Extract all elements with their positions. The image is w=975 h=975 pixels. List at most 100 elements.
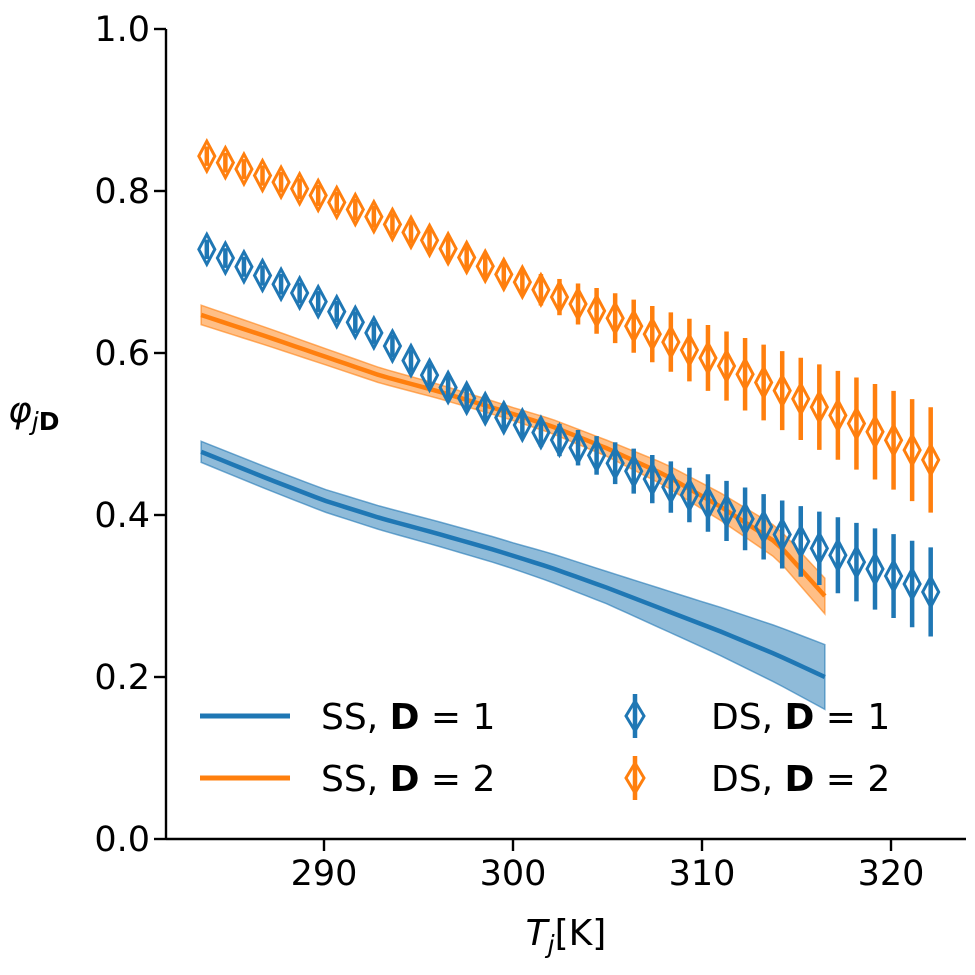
data-point <box>327 184 347 221</box>
data-point <box>735 338 755 411</box>
y-axis-label-var: φ <box>8 390 32 431</box>
diamond-marker <box>753 364 774 401</box>
data-point <box>345 191 366 228</box>
diamond-marker <box>382 206 403 243</box>
diamond-marker <box>920 441 941 479</box>
data-point <box>642 455 662 504</box>
diamond-marker <box>809 530 830 567</box>
diamond-marker <box>345 191 366 228</box>
data-point <box>605 442 625 485</box>
diamond-marker <box>586 292 607 330</box>
diamond-marker <box>308 283 328 320</box>
data-point <box>401 342 421 379</box>
diamond-marker <box>531 271 551 308</box>
data-point <box>716 480 737 542</box>
diamond-marker <box>215 144 236 181</box>
diamond-marker <box>494 399 514 436</box>
diamond-marker <box>698 339 718 377</box>
data-point <box>846 377 867 470</box>
diamond-marker <box>438 369 458 406</box>
data-point <box>438 369 458 406</box>
data-point <box>494 256 514 293</box>
data-point <box>902 540 922 628</box>
data-point <box>716 331 737 401</box>
legend-item: SS, D = 2 <box>200 759 495 800</box>
data-point <box>642 305 662 363</box>
diamond-marker <box>289 274 310 312</box>
diamond-marker <box>679 476 700 514</box>
x-axis-label-var: T <box>526 913 551 954</box>
legend-diamond-swatch <box>624 760 646 796</box>
diamond-marker <box>828 397 848 434</box>
diamond-marker <box>679 331 700 369</box>
y-tick-label: 1.0 <box>94 10 150 50</box>
data-point <box>419 356 440 394</box>
diamond-marker <box>809 388 830 426</box>
data-point <box>605 293 625 344</box>
diamond-marker <box>698 484 718 522</box>
data-point <box>234 150 254 188</box>
diamond-marker <box>364 314 384 352</box>
diamond-marker <box>661 468 681 506</box>
data-point <box>902 399 922 502</box>
data-point <box>308 283 328 320</box>
diamond-marker <box>883 557 904 595</box>
data-point <box>661 461 681 513</box>
data-point <box>624 448 644 494</box>
diamond-marker <box>865 550 885 588</box>
data-point <box>271 266 291 303</box>
data-point <box>531 414 551 451</box>
diamond-marker <box>531 414 551 451</box>
data-point <box>234 248 254 285</box>
diamond-marker <box>828 537 848 574</box>
diamond-marker <box>401 214 421 251</box>
diamond-marker <box>438 230 458 267</box>
diamond-marker <box>456 239 477 276</box>
diamond-marker <box>512 406 533 444</box>
data-point <box>735 487 755 551</box>
diamond-marker <box>234 150 254 188</box>
y-tick-label: 0.4 <box>94 496 150 536</box>
diamond-marker <box>661 323 681 361</box>
y-axis-label-sub-bold: D <box>39 407 60 436</box>
legend-label: DS, D = 2 <box>711 759 890 800</box>
x-ticks: 290 300 310 320 <box>291 839 924 894</box>
data-point <box>364 198 384 235</box>
data-point <box>549 421 570 459</box>
diamond-marker <box>605 300 625 337</box>
x-axis-label: Tj[K] <box>526 913 607 959</box>
diamond-marker <box>197 231 217 268</box>
y-ticks: 0.0 0.2 0.4 0.6 0.8 1.0 <box>94 10 166 860</box>
data-point <box>289 170 310 207</box>
data-point <box>679 467 700 523</box>
x-axis-label-unit: [K] <box>555 913 607 954</box>
diamond-marker <box>308 177 328 214</box>
data-point <box>698 325 718 391</box>
data-point <box>289 274 310 312</box>
data-point <box>624 299 644 353</box>
data-point <box>475 390 495 427</box>
data-point <box>772 351 792 431</box>
data-point <box>753 344 774 421</box>
data-point <box>846 522 867 602</box>
data-point <box>920 407 941 513</box>
x-tick-label: 310 <box>669 854 736 894</box>
series-line <box>200 449 826 680</box>
data-point <box>419 222 440 259</box>
diamond-marker <box>642 460 662 498</box>
data-point <box>401 214 421 251</box>
diamond-marker <box>772 516 792 553</box>
diamond-marker <box>475 248 495 285</box>
data-point <box>865 528 885 610</box>
data-point <box>549 278 570 316</box>
diamond-marker <box>475 390 495 427</box>
data-point <box>512 263 533 301</box>
diamond-marker <box>865 413 885 450</box>
data-point <box>382 206 403 243</box>
diamond-marker <box>791 380 811 418</box>
data-point <box>345 304 366 341</box>
data-point <box>828 370 848 460</box>
data-point <box>456 239 477 276</box>
diamond-marker <box>271 163 291 201</box>
